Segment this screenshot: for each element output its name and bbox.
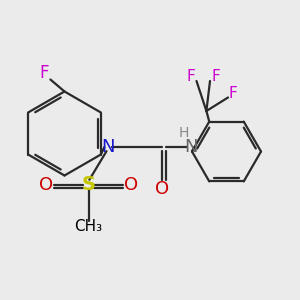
Text: F: F <box>40 64 49 82</box>
Text: O: O <box>38 176 53 194</box>
Text: F: F <box>186 69 195 84</box>
Text: N: N <box>101 138 115 156</box>
Text: O: O <box>155 180 169 198</box>
Text: H: H <box>179 127 189 140</box>
Text: CH₃: CH₃ <box>74 219 103 234</box>
Text: N: N <box>184 138 197 156</box>
Text: F: F <box>212 69 220 84</box>
Text: F: F <box>228 85 237 100</box>
Text: O: O <box>124 176 139 194</box>
Text: S: S <box>82 175 95 194</box>
